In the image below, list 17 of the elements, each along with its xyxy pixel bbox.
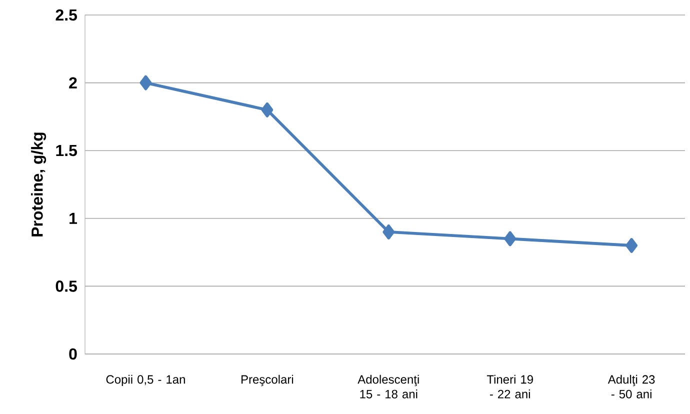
y-tick-label: 2 xyxy=(69,77,77,88)
y-tick-label: 1.5 xyxy=(56,145,77,156)
y-tick-label: 0 xyxy=(69,348,77,360)
point xyxy=(261,102,274,118)
x-tick-label: Adulţi 23 - 50 ani xyxy=(608,374,655,398)
point xyxy=(382,224,395,240)
point xyxy=(504,231,516,246)
y-tick-label: 1 xyxy=(70,212,77,224)
y-axis-title: Proteine, g/kg xyxy=(31,132,46,236)
point xyxy=(140,75,152,90)
x-tick-label: Tineri 19 - 22 ani xyxy=(486,374,533,398)
x-tick-label: Copii 0,5 - 1an xyxy=(106,374,185,386)
point xyxy=(626,238,638,253)
x-tick-label: Preşcolari xyxy=(242,374,294,386)
y-tick-label: 2.5 xyxy=(56,9,77,21)
x-tick-label: Adolescenţi 15 - 18 ani xyxy=(358,374,419,398)
y-tick-label: 0.5 xyxy=(56,280,77,292)
